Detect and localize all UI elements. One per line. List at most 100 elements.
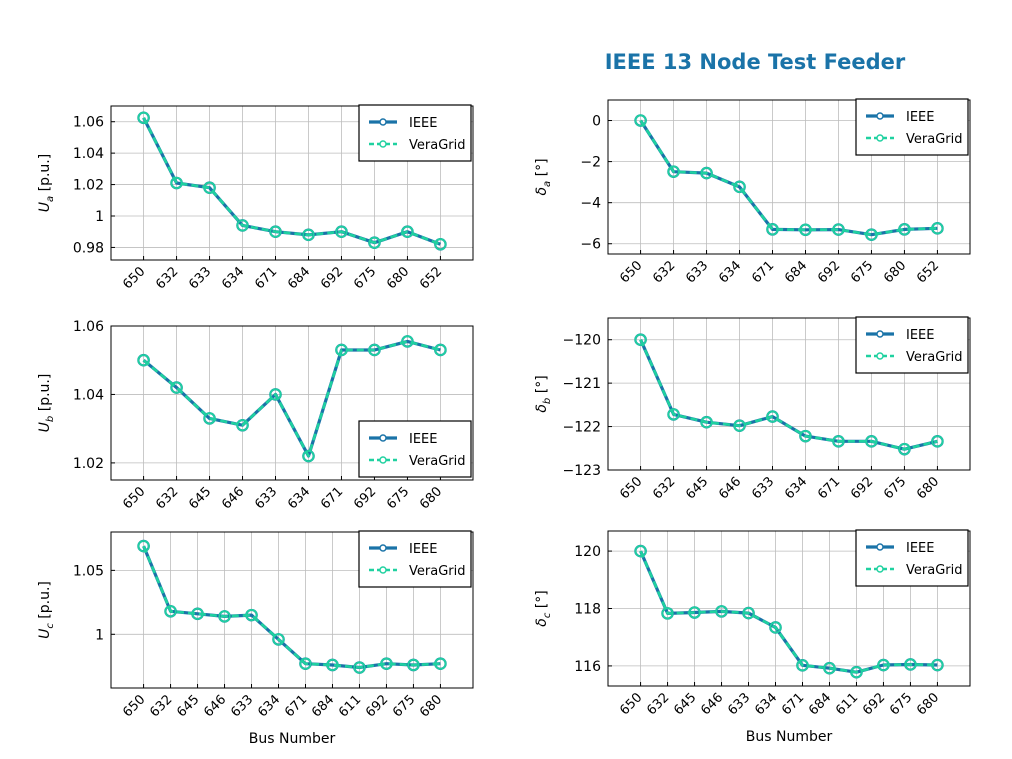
plot-frame: [110, 105, 474, 261]
x-tick-label: 671: [815, 474, 843, 502]
data-point: [877, 658, 890, 672]
x-tick-label: 634: [285, 484, 313, 512]
data-point: [236, 219, 249, 232]
data-point: [368, 236, 381, 249]
y-tick-label: −123: [563, 463, 601, 479]
data-point: [904, 658, 917, 671]
data-point: [137, 539, 150, 553]
x-tick-label: 692: [351, 484, 379, 512]
x-tick-label: 671: [749, 258, 777, 286]
y-tick-label: −120: [563, 333, 601, 349]
legend-label: VeraGrid: [409, 564, 465, 579]
legend-marker: [379, 456, 387, 464]
data-point: [335, 225, 348, 238]
y-tick-label: 1.02: [73, 456, 104, 472]
legend-label: IEEE: [906, 328, 934, 343]
data-point: [766, 410, 779, 423]
y-tick-label: 120: [574, 544, 601, 560]
data-point: [634, 333, 647, 346]
data-point: [380, 657, 393, 670]
data-point: [434, 343, 447, 357]
data-point: [898, 223, 911, 236]
data-point: [865, 228, 878, 241]
legend: IEEE VeraGrid: [855, 529, 969, 587]
legend-marker: [876, 543, 884, 551]
plot-frame: [607, 99, 971, 255]
chart-panel-Ua: 0.98 1 1.02 1.04 1.06 650 632 633 634 671 684 692 67…: [37, 104, 474, 292]
legend-box: [855, 316, 969, 374]
plot-frame: [110, 325, 474, 481]
y-tick-label: 1.05: [73, 563, 104, 579]
x-tick-label: 645: [174, 692, 202, 720]
data-point: [667, 165, 680, 178]
chart-panel-db: −123 −122 −121 −120 650 632 645 646 633 634 671 692…: [534, 316, 971, 502]
x-tick-label: 652: [914, 258, 942, 286]
data-point: [931, 222, 944, 235]
data-point: [700, 416, 713, 429]
x-tick-label: 645: [683, 474, 711, 502]
data-point: [823, 662, 836, 675]
legend: IEEE VeraGrid: [358, 530, 472, 588]
data-point: [661, 607, 674, 620]
data-point: [898, 443, 911, 456]
y-label-symbol: U: [37, 629, 53, 639]
y-label-unit: [p.u.]: [37, 154, 53, 196]
legend-label: VeraGrid: [409, 138, 465, 153]
data-point: [700, 166, 713, 180]
data-point: [931, 658, 944, 672]
data-point: [335, 343, 348, 357]
y-axis-label: δb [°]: [534, 375, 553, 412]
data-point: [191, 607, 204, 620]
data-point: [434, 238, 447, 251]
legend-label: IEEE: [409, 116, 437, 131]
x-tick-label: 671: [252, 264, 280, 292]
legend-marker: [876, 112, 884, 120]
x-tick-label: 646: [201, 692, 229, 720]
legend-box: [855, 98, 969, 156]
y-tick-label: −122: [563, 420, 601, 436]
x-tick-label: 633: [186, 264, 214, 292]
data-point: [299, 657, 312, 670]
data-point: [688, 606, 701, 619]
data-point: [715, 605, 728, 618]
data-point: [742, 606, 755, 620]
y-label-symbol: U: [37, 422, 53, 432]
legend-marker: [379, 566, 387, 574]
y-label-subscript: a: [45, 196, 56, 202]
data-point: [634, 544, 647, 558]
x-tick-label: 684: [806, 690, 834, 718]
legend-label: VeraGrid: [906, 132, 962, 147]
x-tick-label: 680: [881, 258, 909, 286]
data-point: [245, 609, 258, 622]
y-tick-label: −121: [563, 376, 601, 392]
data-point: [865, 435, 878, 448]
data-point: [218, 610, 231, 623]
data-point: [769, 621, 782, 634]
data-point: [236, 419, 249, 432]
x-tick-label: 650: [617, 690, 645, 718]
x-tick-label: 680: [384, 264, 412, 292]
legend-marker: [379, 118, 387, 126]
x-tick-label: 634: [782, 474, 810, 502]
x-tick-label: 650: [120, 264, 148, 292]
x-tick-label: 634: [255, 692, 283, 720]
x-tick-label: 680: [914, 474, 942, 502]
x-tick-label: 680: [417, 692, 445, 720]
legend-label: IEEE: [906, 110, 934, 125]
data-point: [269, 225, 282, 238]
x-axis-label: Bus Number: [249, 731, 336, 747]
x-tick-label: 692: [860, 690, 888, 718]
x-tick-label: 675: [848, 258, 876, 286]
y-label-unit: [°]: [534, 590, 550, 612]
y-label-symbol: δ: [534, 187, 550, 196]
series-line-veragrid: [142, 117, 441, 246]
chart-panel-da: −6 −4 −2 0 650 632 633 634 671 684 692 675 680 652 δa …: [534, 98, 971, 286]
data-point: [733, 419, 746, 432]
data-point: [634, 114, 647, 127]
x-tick-label: 633: [252, 484, 280, 512]
legend-box: [358, 104, 472, 162]
x-tick-label: 692: [848, 474, 876, 502]
legend-label: IEEE: [906, 541, 934, 556]
x-tick-label: 611: [336, 692, 364, 720]
y-axis-label: Uc [p.u.]: [37, 581, 56, 639]
